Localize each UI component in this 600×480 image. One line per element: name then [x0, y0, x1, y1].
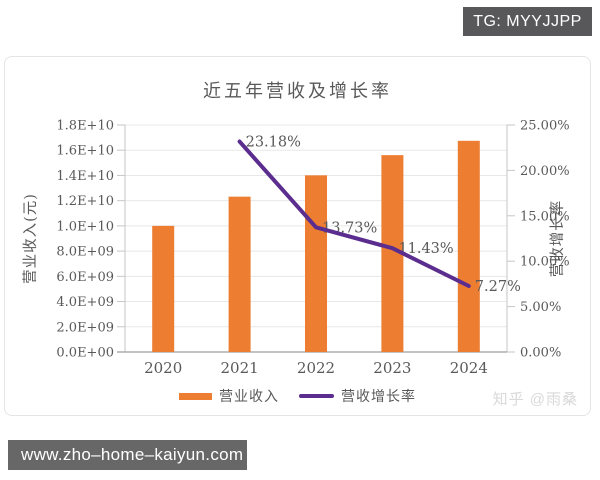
website-url-bar: www.zho–home–kaiyun.com	[8, 440, 247, 470]
chart-legend: 营业收入 营收增长率	[5, 387, 590, 405]
chart-title: 近五年营收及增长率	[203, 81, 392, 102]
svg-text:2021: 2021	[221, 359, 259, 377]
svg-text:2023: 2023	[373, 359, 411, 377]
growth-line-swatch-icon	[299, 394, 334, 398]
svg-text:2024: 2024	[450, 359, 488, 377]
svg-text:7.27%: 7.27%	[475, 279, 521, 295]
chart-card: 近五年营收及增长率 0.0E+00 2.0E+09 4.0E+09 6.0E+09 8.…	[4, 56, 591, 416]
chart-canvas: 0.0E+00 2.0E+09 4.0E+09 6.0E+09 8.0E+09 1.0E+…	[22, 119, 570, 378]
svg-text:20.00%: 20.00%	[520, 164, 570, 179]
svg-text:15.00%: 15.00%	[520, 209, 570, 224]
svg-text:5.00%: 5.00%	[520, 300, 561, 315]
svg-text:4.0E+09: 4.0E+09	[56, 295, 114, 310]
legend-label-revenue: 营业收入	[219, 389, 279, 405]
svg-text:2.0E+09: 2.0E+09	[56, 320, 114, 335]
svg-text:营业收入(元): 营业收入(元)	[22, 193, 39, 284]
zhihu-watermark: 知乎 @雨桑	[492, 391, 578, 408]
svg-text:11.43%: 11.43%	[398, 241, 453, 257]
svg-text:1.4E+10: 1.4E+10	[56, 169, 114, 184]
svg-text:0.00%: 0.00%	[520, 346, 561, 361]
revenue-bar-swatch-icon	[179, 392, 212, 400]
svg-text:25.00%: 25.00%	[520, 119, 570, 134]
svg-text:23.18%: 23.18%	[246, 135, 301, 151]
svg-text:1.0E+10: 1.0E+10	[56, 219, 114, 234]
svg-text:1.2E+10: 1.2E+10	[56, 194, 114, 209]
legend-item-revenue: 营业收入	[179, 386, 279, 406]
svg-text:13.73%: 13.73%	[322, 220, 377, 236]
svg-text:1.8E+10: 1.8E+10	[56, 119, 114, 134]
legend-item-growth: 营收增长率	[299, 386, 416, 406]
svg-text:2022: 2022	[297, 359, 335, 377]
svg-text:6.0E+09: 6.0E+09	[56, 270, 114, 285]
telegram-badge: TG: MYYJJPP	[463, 7, 592, 36]
svg-text:营收增长率: 营收增长率	[549, 200, 566, 278]
svg-text:2020: 2020	[144, 359, 182, 377]
svg-text:0.0E+00: 0.0E+00	[56, 346, 114, 361]
legend-label-growth: 营收增长率	[341, 389, 416, 405]
svg-text:10.00%: 10.00%	[520, 255, 570, 270]
svg-text:8.0E+09: 8.0E+09	[56, 245, 114, 260]
svg-text:1.6E+10: 1.6E+10	[56, 144, 114, 159]
